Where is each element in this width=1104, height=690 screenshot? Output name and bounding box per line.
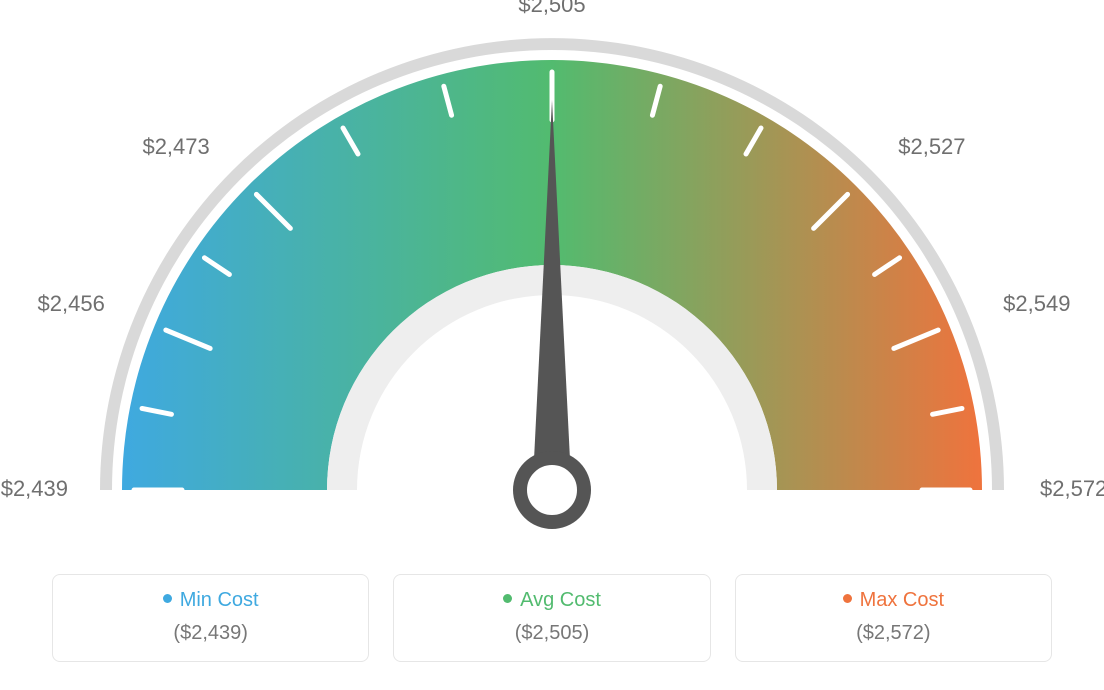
legend-title-min: Min Cost [63,589,358,612]
legend-card-avg: Avg Cost ($2,505) [393,574,710,662]
gauge-chart: $2,439 $2,456 $2,473 $2,505 $2,527 $2,549 $2,5… [0,0,1104,560]
chart-wrap: $2,439 $2,456 $2,473 $2,505 $2,527 $2,549 $2,5… [0,0,1104,690]
gauge-tick-label: $2,572 [1040,476,1104,502]
legend-value-avg: ($2,505) [404,622,699,645]
legend-title-avg: Avg Cost [404,589,699,612]
legend-title-max: Max Cost [746,589,1041,612]
legend-card-max: Max Cost ($2,572) [735,574,1052,662]
legend-label-max: Max Cost [860,589,944,611]
dot-icon [843,594,852,603]
gauge-tick-label: $2,473 [130,134,210,160]
legend-value-min: ($2,439) [63,622,358,645]
gauge-tick-label: $2,456 [25,291,105,317]
gauge-tick-label: $2,505 [512,0,592,18]
gauge-tick-label: $2,549 [1003,291,1083,317]
legend-value-max: ($2,572) [746,622,1041,645]
legend-row: Min Cost ($2,439) Avg Cost ($2,505) Max … [52,574,1052,662]
gauge-svg [0,0,1104,560]
dot-icon [163,594,172,603]
gauge-tick-label: $2,439 [0,476,68,502]
legend-label-avg: Avg Cost [520,589,601,611]
legend-card-min: Min Cost ($2,439) [52,574,369,662]
gauge-tick-label: $2,527 [898,134,978,160]
legend-label-min: Min Cost [180,589,259,611]
dot-icon [503,594,512,603]
